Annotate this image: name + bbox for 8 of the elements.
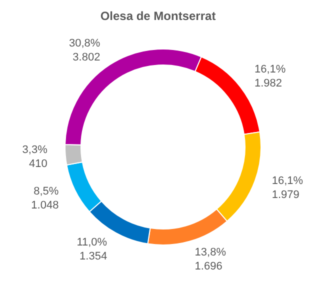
data-label: 30,8% 3.802 [69,37,100,64]
data-label: 3,3% 410 [22,144,48,170]
data-label: 11,0% 1.354 [76,236,108,263]
data-label: 16,1% 1.979 [272,175,304,202]
data-label: 13,8% 1.696 [194,246,226,273]
data-label: 16,1% 1.982 [254,64,286,90]
data-label: 8,5% 1.048 [31,186,59,212]
chart-title: Olesa de Montserrat [100,9,216,23]
